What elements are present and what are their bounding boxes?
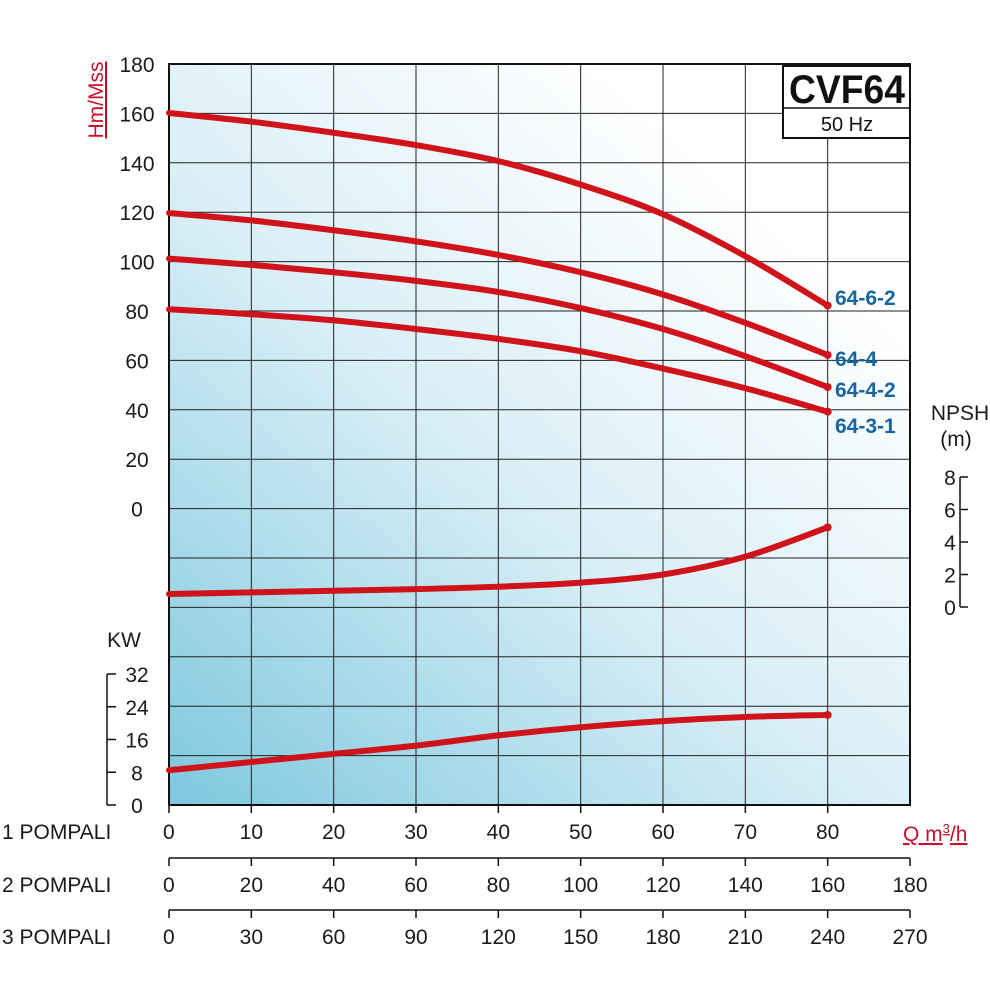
flow-tick-label: 0 — [163, 926, 175, 949]
flow-tick-label: 240 — [810, 926, 845, 949]
flow-tick-label: 30 — [404, 821, 427, 844]
head-curve-64-4-endpoint — [823, 350, 832, 359]
flow-label-q: Q m — [903, 823, 943, 846]
flow-tick-label: 10 — [240, 821, 263, 844]
curve-label-64-4: 64-4 — [835, 348, 877, 371]
curve-label-64-6-2: 64-6-2 — [835, 287, 896, 310]
head-axis-ticks: 180 160 140 120 100 80 60 40 20 0 — [119, 54, 154, 522]
head-tick-label: 0 — [131, 499, 143, 522]
flow-tick-label: 30 — [240, 926, 263, 949]
flow-tick-label: 180 — [645, 926, 680, 949]
npsh-curve — [166, 524, 831, 597]
head-tick-label: 180 — [119, 54, 154, 77]
flow-tick-label: 160 — [810, 874, 845, 897]
kw-tick-label: 16 — [125, 730, 148, 753]
kw-tick-label: 24 — [125, 697, 149, 720]
flow-tick-label: 40 — [487, 821, 510, 844]
head-curve-64-6-2-endpoint — [823, 301, 832, 310]
flow-tick-label: 60 — [404, 874, 427, 897]
head-tick-label: 40 — [125, 400, 148, 423]
head-axis-label: Hm/Mss — [85, 62, 108, 139]
flow-tick-label: 70 — [734, 821, 757, 844]
grid-lines — [169, 64, 910, 805]
power-curve-endpoint — [823, 710, 832, 719]
head-tick-label: 140 — [119, 153, 154, 176]
head-curve-64-4-2 — [166, 255, 831, 391]
npsh-axis: 8 6 4 2 0 — [944, 467, 968, 620]
flow-tick-label: 120 — [481, 926, 516, 949]
npsh-tick-label: 0 — [944, 597, 956, 620]
flow-tick-label: 80 — [816, 821, 839, 844]
flow-tick-label: 60 — [651, 821, 674, 844]
flow-tick-label: 150 — [563, 926, 598, 949]
flow-tick-label: 20 — [322, 821, 345, 844]
head-curve-64-3-1-endpoint — [823, 407, 832, 416]
head-tick-label: 120 — [119, 202, 154, 225]
kw-axis-label: KW — [107, 629, 141, 652]
head-tick-label: 20 — [125, 449, 148, 472]
flow-tick-label: 140 — [728, 874, 763, 897]
flow-tick-label: 210 — [728, 926, 763, 949]
flow-tick-label: 0 — [163, 821, 175, 844]
flow-tick-label: 270 — [892, 926, 927, 949]
flow-tick-label: 180 — [892, 874, 927, 897]
npsh-axis-unit: (m) — [940, 428, 971, 451]
flow-label-sup: 3 — [943, 821, 950, 836]
flow-tick-label: 100 — [563, 874, 598, 897]
npsh-axis-label: NPSH — [931, 402, 989, 425]
flow-tick-label: 60 — [322, 926, 345, 949]
head-tick-label: 60 — [125, 350, 148, 373]
flow-axes: 1 POMPALI 0 10 20 30 40 50 60 70 80 2 POMPALI 0 20 40… — [2, 805, 928, 949]
curves — [166, 110, 832, 774]
curve-label-64-4-2: 64-4-2 — [835, 379, 896, 402]
head-curve-64-3-1 — [166, 306, 831, 415]
plot-frame — [168, 63, 911, 806]
npsh-curve-endpoint — [823, 523, 832, 532]
kw-axis: 32 24 16 8 0 — [106, 664, 149, 818]
title-box: CVF64 50 Hz — [782, 65, 911, 139]
svg-text:Q m3/h: Q m3/h — [903, 821, 967, 846]
flow-axis-label: Q m3/h — [903, 821, 967, 846]
pump-count-label: 1 POMPALI — [2, 821, 111, 844]
flow-tick-label: 120 — [645, 874, 680, 897]
power-curve — [166, 711, 831, 774]
head-curve-64-4-2-endpoint — [823, 383, 832, 392]
head-tick-label: 100 — [119, 252, 154, 275]
flow-tick-label: 50 — [569, 821, 592, 844]
curve-label-64-3-1: 64-3-1 — [835, 415, 896, 438]
flow-tick-label: 0 — [163, 874, 175, 897]
head-tick-label: 80 — [125, 301, 148, 324]
pump-count-label: 3 POMPALI — [2, 926, 111, 949]
plot-background — [169, 64, 910, 805]
kw-tick-label: 32 — [125, 664, 148, 687]
flow-tick-label: 90 — [404, 926, 427, 949]
curve-labels: 64-6-2 64-4 64-4-2 64-3-1 — [835, 287, 896, 438]
pump-count-label: 2 POMPALI — [2, 874, 111, 897]
frequency-label: 50 Hz — [821, 114, 873, 136]
flow-tick-label: 80 — [487, 874, 510, 897]
head-curve-64-4 — [166, 209, 831, 358]
npsh-tick-label: 2 — [944, 565, 956, 588]
head-tick-label: 160 — [119, 103, 154, 126]
flow-tick-label: 20 — [240, 874, 263, 897]
head-curve-64-6-2 — [166, 110, 831, 309]
npsh-tick-label: 4 — [944, 532, 956, 555]
kw-tick-label: 0 — [131, 795, 143, 818]
kw-tick-label: 8 — [131, 762, 143, 785]
npsh-tick-label: 6 — [944, 500, 956, 523]
npsh-tick-label: 8 — [944, 467, 956, 490]
model-title: CVF64 — [789, 68, 906, 112]
flow-label-suffix: /h — [950, 823, 968, 846]
flow-tick-label: 40 — [322, 874, 345, 897]
